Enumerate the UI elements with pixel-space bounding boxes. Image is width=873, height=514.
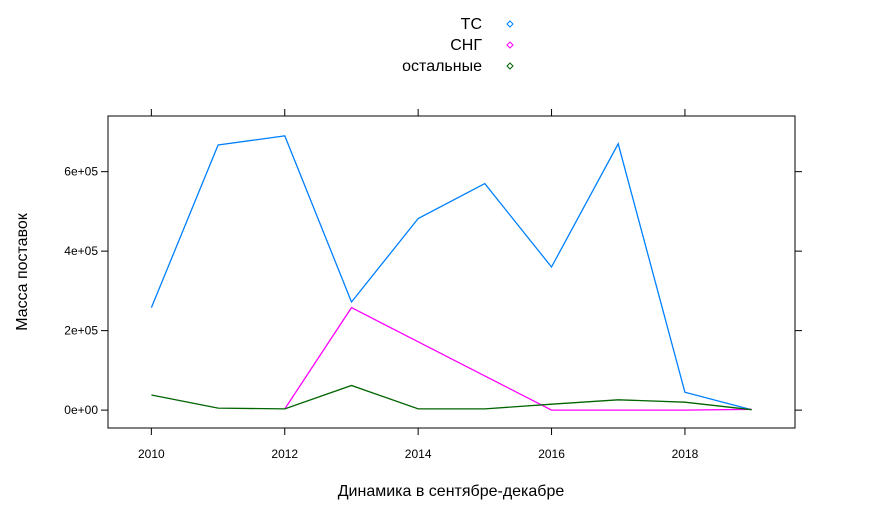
series-line <box>284 306 752 411</box>
x-tick-label: 2014 <box>405 447 432 461</box>
x-tick-label: 2010 <box>138 447 165 461</box>
x-tick-label: 2016 <box>538 447 565 461</box>
y-axis-label: Масса поставок <box>14 212 31 331</box>
series-line <box>150 135 752 411</box>
x-tick-label: 2018 <box>672 447 699 461</box>
y-tick-label: 6e+05 <box>64 165 98 179</box>
series-lines <box>150 135 752 411</box>
y-tick-label: 2e+05 <box>64 324 98 338</box>
x-tick-label: 2012 <box>271 447 298 461</box>
legend-marker <box>506 41 514 49</box>
legend-label: СНГ <box>450 37 482 54</box>
legend-marker <box>506 62 514 70</box>
legend: ТС СНГ остальные <box>402 16 514 75</box>
series-line <box>151 384 752 411</box>
axis-ticks: 2010 2012 2014 2016 2018 0e+00 2e+05 4e+05 6e+05 <box>64 109 802 461</box>
plot-frame <box>107 115 796 429</box>
y-tick-label: 4e+05 <box>64 244 98 258</box>
legend-label: ТС <box>461 16 482 33</box>
legend-label: остальные <box>402 58 482 75</box>
x-axis-label: Динамика в сентябре-декабре <box>338 483 565 500</box>
legend-marker <box>506 20 514 28</box>
y-tick-label: 0e+00 <box>64 403 98 417</box>
